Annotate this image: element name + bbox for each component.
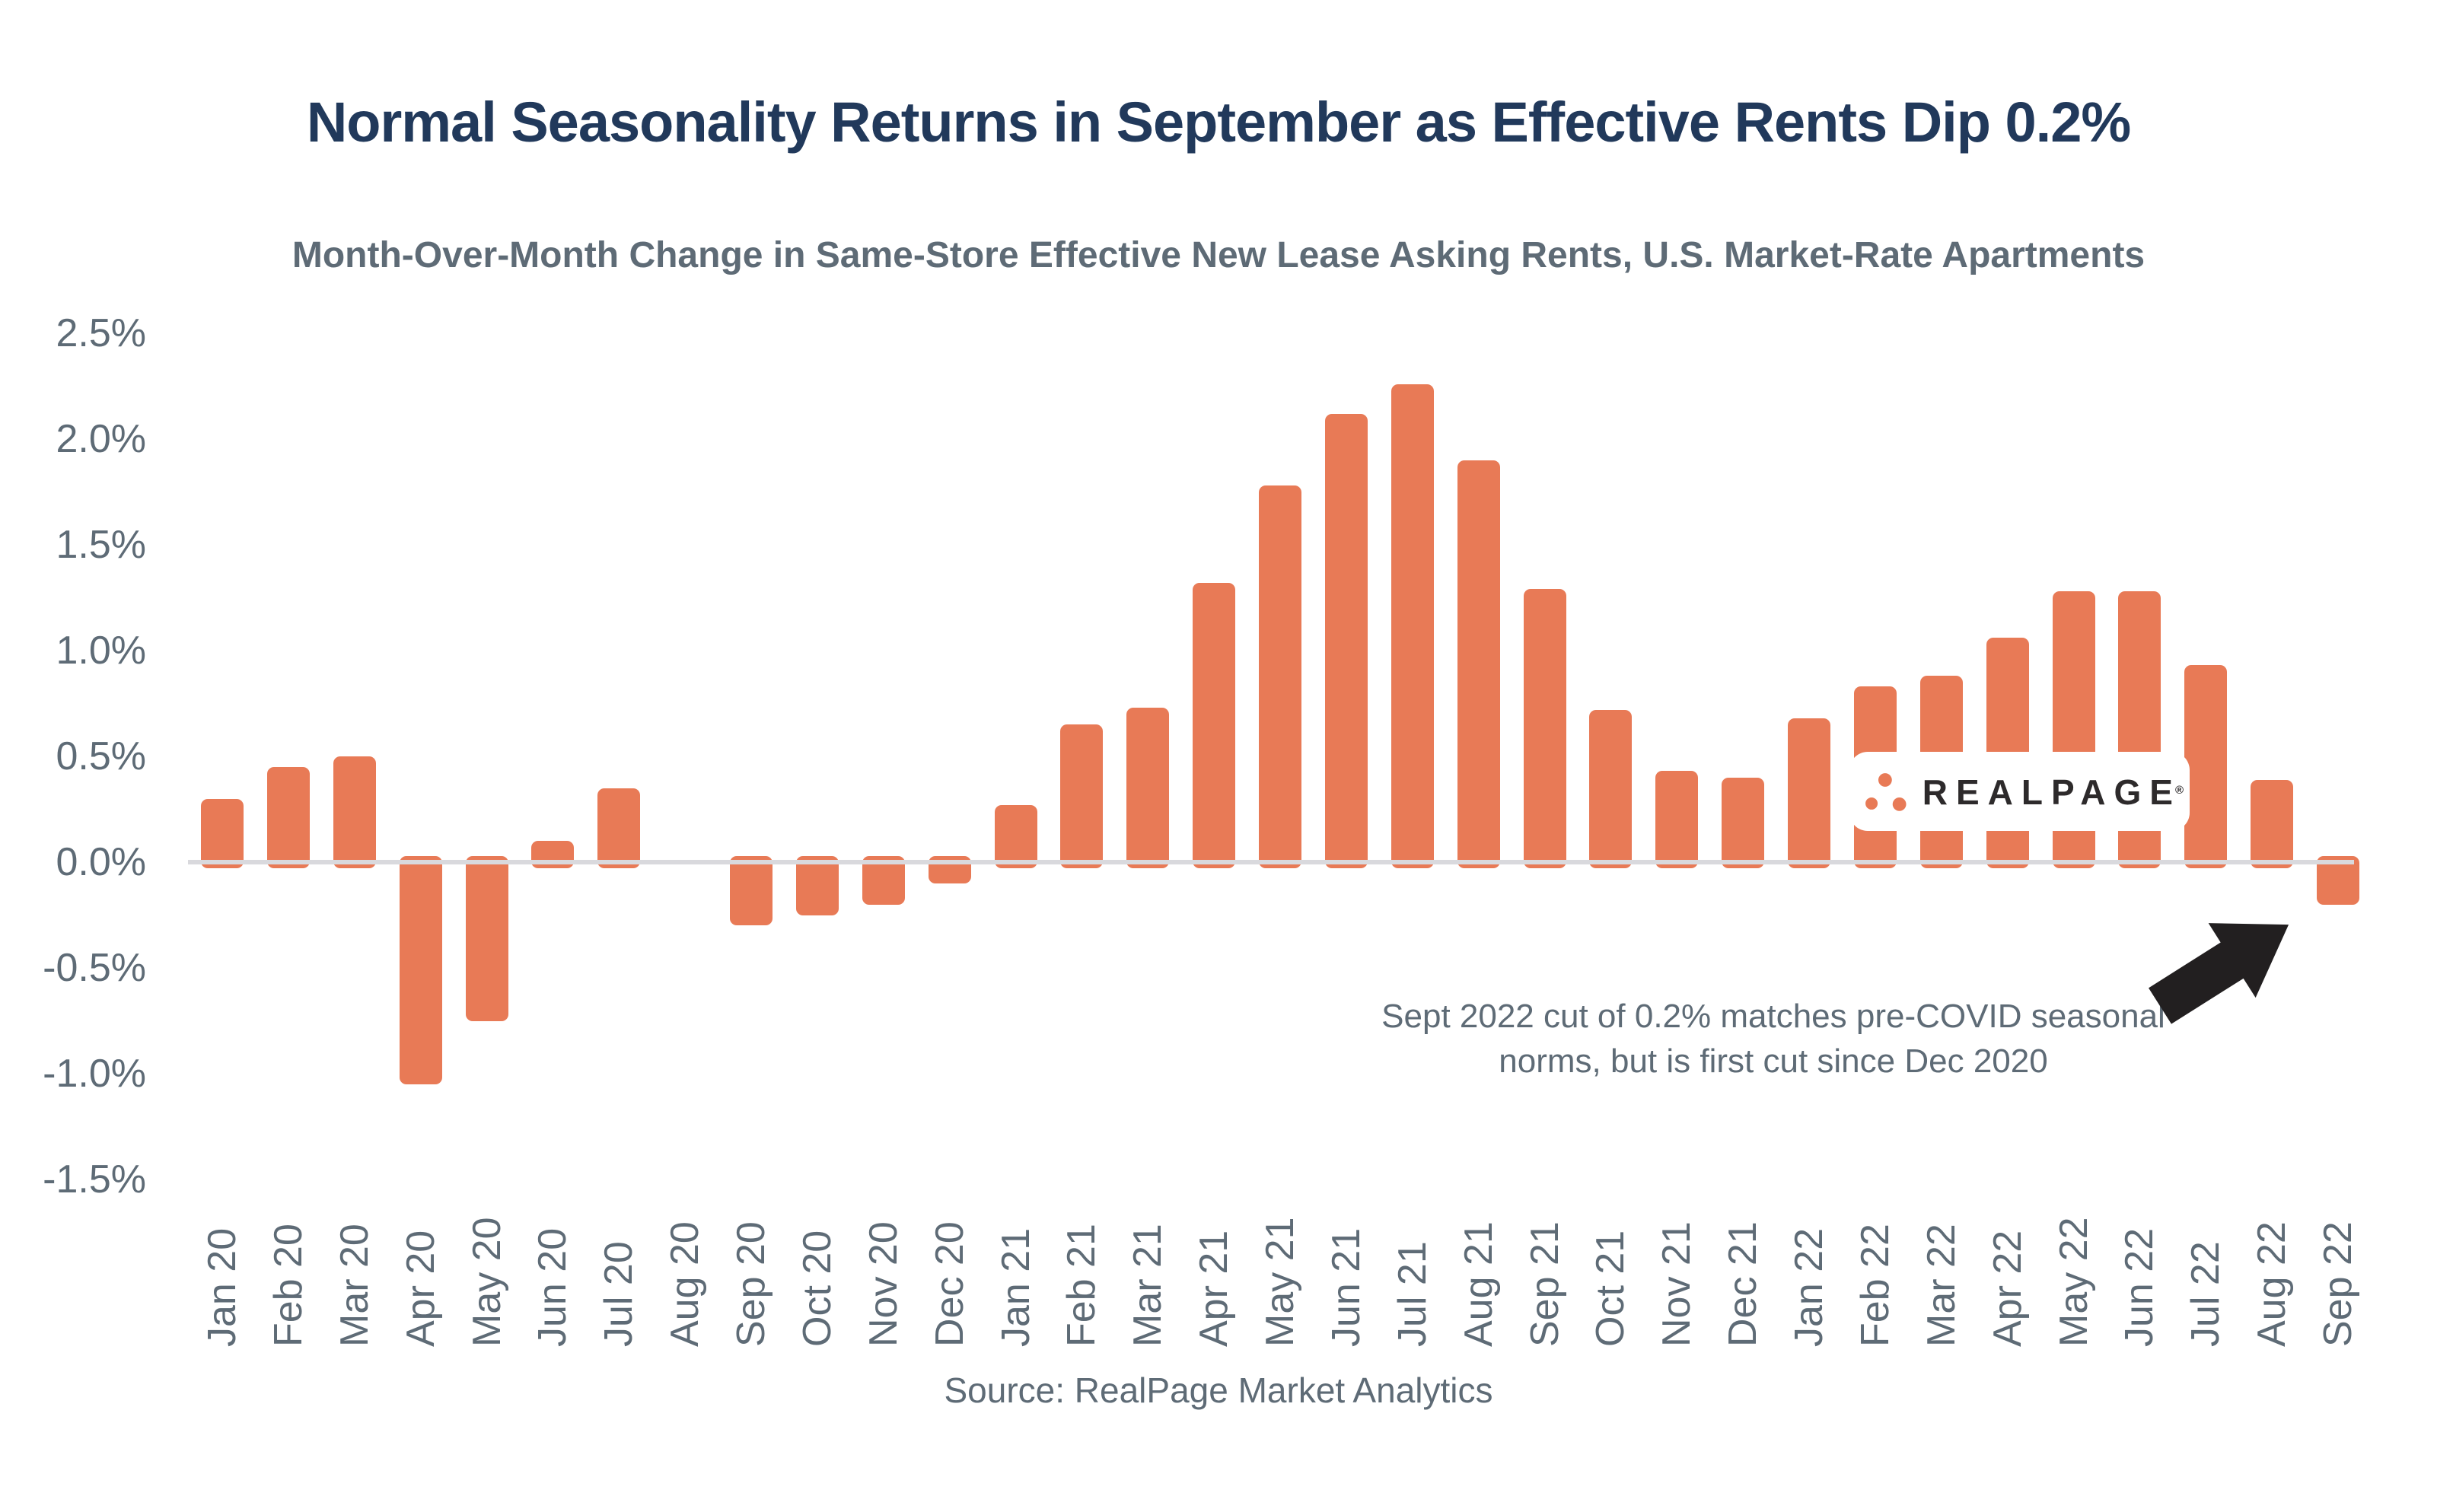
y-tick-label: 0.0% — [56, 840, 146, 884]
bar-sep-21 — [1523, 589, 1566, 868]
x-tick-label: Jan 22 — [1787, 1227, 1831, 1347]
y-tick-label: -0.5% — [43, 946, 146, 990]
bar-jul-21 — [1391, 384, 1434, 868]
x-tick-label: Feb 20 — [266, 1224, 311, 1347]
bar-apr-21 — [1193, 583, 1236, 868]
x-tick-label: Jul 20 — [597, 1241, 642, 1347]
x-tick-label: Sep 20 — [729, 1221, 773, 1347]
bar-may-20 — [465, 856, 508, 1021]
logo-dots-icon — [1865, 773, 1907, 811]
bar-mar-21 — [1126, 708, 1170, 868]
bar-sep-20 — [730, 856, 773, 926]
bar-jan-21 — [994, 804, 1037, 868]
x-tick-label: Feb 21 — [1059, 1224, 1104, 1347]
page-title: Normal Seasonality Returns in September … — [306, 91, 2131, 154]
x-tick-label: Apr 21 — [1192, 1230, 1237, 1347]
x-tick-label: Aug 21 — [1456, 1221, 1501, 1347]
realpage-logo: REALPAGE ® — [1849, 752, 2190, 831]
x-tick-label: Sep 22 — [2316, 1221, 2360, 1347]
logo-text: REALPAGE — [1922, 772, 2181, 812]
x-tick-label: May 22 — [2051, 1217, 2096, 1347]
annotation-line-1: Sept 2022 cut of 0.2% matches pre-COVID … — [1381, 998, 2165, 1035]
chart-subtitle: Month-Over-Month Change in Same-Store Ef… — [291, 235, 2146, 275]
x-tick-label: Aug 22 — [2250, 1221, 2295, 1347]
x-tick-label: Dec 21 — [1721, 1221, 1766, 1347]
annotation-line-2: norms, but is first cut since Dec 2020 — [1499, 1042, 2048, 1080]
bar-oct-21 — [1589, 709, 1633, 868]
bar-dec-21 — [1722, 777, 1765, 868]
bar-feb-21 — [1060, 724, 1104, 868]
bar-jan-20 — [201, 798, 244, 868]
x-tick-label: Mar 21 — [1126, 1224, 1171, 1347]
y-tick-label: 2.0% — [56, 417, 146, 461]
x-tick-label: Jan 21 — [993, 1227, 1038, 1347]
x-tick-label: Jan 20 — [200, 1227, 244, 1347]
x-tick-label: May 20 — [464, 1217, 509, 1347]
zero-baseline — [188, 860, 2354, 864]
bar-feb-20 — [266, 766, 310, 868]
bar-oct-20 — [795, 856, 839, 915]
x-tick-label: Jul 22 — [2184, 1241, 2228, 1347]
x-tick-label: Jun 20 — [530, 1227, 575, 1347]
x-tick-label: May 21 — [1258, 1217, 1302, 1347]
annotation: Sept 2022 cut of 0.2% matches pre-COVID … — [1324, 994, 2222, 1084]
source-note: Source: RealPage Market Analytics — [944, 1370, 1493, 1410]
bar-nov-21 — [1655, 771, 1699, 868]
bar-may-21 — [1259, 485, 1301, 868]
y-tick-label: 1.0% — [56, 629, 146, 673]
bar-apr-20 — [399, 856, 442, 1084]
bar-jul-22 — [2184, 665, 2228, 868]
y-tick-label: -1.5% — [43, 1157, 146, 1202]
bar-jun-21 — [1324, 413, 1368, 868]
x-tick-label: Feb 22 — [1852, 1224, 1897, 1347]
y-tick-label: 0.5% — [56, 734, 146, 778]
x-tick-label: Mar 20 — [332, 1224, 377, 1347]
x-tick-label: Apr 20 — [398, 1230, 443, 1347]
x-tick-label: Aug 20 — [663, 1221, 708, 1347]
bar-aug-21 — [1457, 460, 1500, 868]
y-tick-label: 2.5% — [56, 311, 146, 355]
x-tick-label: Oct 21 — [1588, 1230, 1633, 1347]
x-tick-label: Dec 20 — [927, 1221, 972, 1347]
x-tick-label: Jun 21 — [1324, 1227, 1368, 1347]
x-tick-label: Nov 21 — [1655, 1221, 1700, 1347]
x-tick-label: Mar 22 — [1919, 1224, 1964, 1347]
bar-jul-20 — [597, 788, 641, 868]
x-tick-label: Jul 21 — [1390, 1241, 1435, 1347]
x-tick-label: Nov 20 — [861, 1221, 906, 1347]
arrow-icon — [2149, 923, 2289, 1024]
bar-jan-22 — [1788, 718, 1830, 868]
y-tick-label: 1.5% — [56, 523, 146, 567]
bar-aug-22 — [2251, 779, 2294, 868]
x-tick-label: Sep 21 — [1522, 1221, 1567, 1347]
y-tick-label: -1.0% — [43, 1052, 146, 1096]
bar-mar-20 — [333, 756, 376, 868]
logo-registered-mark: ® — [2174, 783, 2184, 797]
x-tick-label: Oct 20 — [795, 1230, 839, 1347]
x-tick-label: Apr 22 — [1985, 1230, 2030, 1347]
x-tick-label: Jun 22 — [2117, 1227, 2162, 1347]
